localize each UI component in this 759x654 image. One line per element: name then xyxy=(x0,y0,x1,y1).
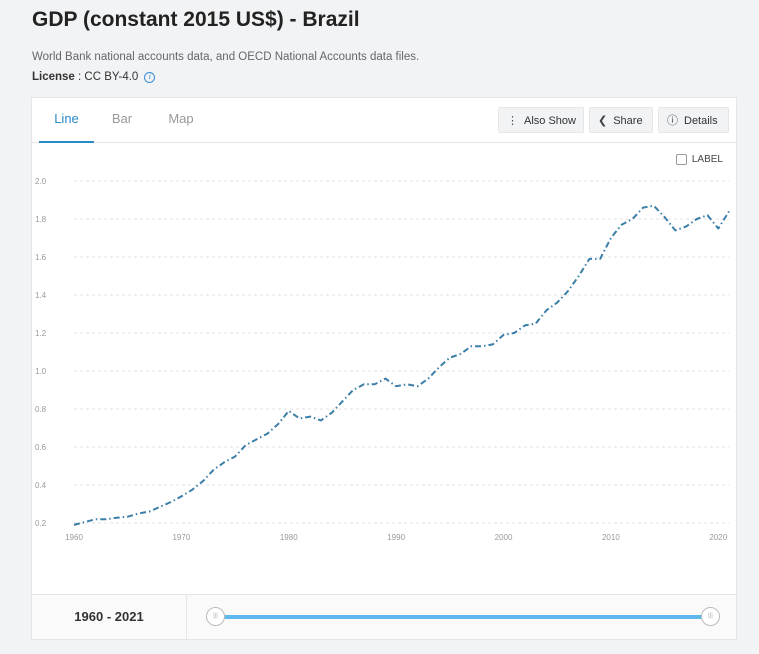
info-icon[interactable]: i xyxy=(144,72,156,83)
x-axis-labels: 1960 1970 1980 1990 2000 2010 2020 xyxy=(65,533,728,542)
x-tick-label: 2020 xyxy=(709,533,727,542)
x-tick-label: 1970 xyxy=(172,533,190,542)
license-line: License : CC BY-4.0 i xyxy=(32,71,156,83)
x-tick-label: 1990 xyxy=(387,533,405,542)
source-note: World Bank national accounts data, and O… xyxy=(32,51,420,63)
tab-line[interactable]: Line xyxy=(39,98,94,143)
range-bar: 1960 - 2021 ||| ||| xyxy=(32,594,736,639)
y-tick-label: 0.2 xyxy=(35,519,47,528)
chart-card: Line Bar Map ⋮ Also Show ❮ Share ⓘ Details … xyxy=(31,97,737,640)
y-axis-labels: 0.2 0.4 0.6 0.8 1.0 1.2 1.4 1.6 1.8 2.0 xyxy=(35,177,47,528)
tab-bar[interactable]: Bar xyxy=(111,111,133,126)
share-label: Share xyxy=(613,115,643,127)
line-chart: 0.20.40.60.81.01.21.41.61.82.0 1960 1970 1… xyxy=(35,177,730,542)
x-tick-label: 2010 xyxy=(602,533,620,542)
y-tick-label: 0.8 xyxy=(35,405,47,414)
page-title: GDP (constant 2015 US$) - Brazil xyxy=(32,8,360,31)
tab-map[interactable]: Map xyxy=(168,111,194,126)
details-label: Details xyxy=(684,115,718,127)
label-checkbox[interactable] xyxy=(675,154,687,165)
range-end-handle[interactable]: ||| xyxy=(701,607,720,626)
license-value: : CC BY-4.0 xyxy=(74,71,139,83)
info-circle-icon: ⓘ xyxy=(667,115,678,127)
grid-lines xyxy=(74,180,729,524)
license-label: License xyxy=(32,71,75,83)
y-tick-label: 0.4 xyxy=(35,481,47,490)
y-tick-label: 1.8 xyxy=(35,215,47,224)
range-slider-track[interactable] xyxy=(216,615,710,619)
y-tick-label: 1.6 xyxy=(35,253,47,262)
more-vertical-icon: ⋮ xyxy=(507,115,518,127)
x-tick-label: 2000 xyxy=(495,533,513,542)
x-tick-label: 1960 xyxy=(65,533,83,542)
y-tick-label: 2.0 xyxy=(35,177,47,186)
details-button[interactable]: ⓘ Details xyxy=(658,107,729,133)
range-start-handle[interactable]: ||| xyxy=(206,607,225,626)
x-tick-label: 1980 xyxy=(280,533,298,542)
label-toggle-text: LABEL xyxy=(691,154,723,165)
y-tick-label: 1.2 xyxy=(35,329,47,338)
y-tick-label: 0.6 xyxy=(35,443,47,452)
year-range-label: 1960 - 2021 xyxy=(32,595,187,639)
y-tick-label: 1.4 xyxy=(35,291,47,300)
gdp-series-line xyxy=(73,204,730,526)
also-show-label: Also Show xyxy=(524,115,576,127)
y-tick-label: 1.0 xyxy=(35,367,47,376)
view-tabs: Line Bar Map ⋮ Also Show ❮ Share ⓘ Details xyxy=(32,98,736,143)
share-button[interactable]: ❮ Share xyxy=(589,107,653,133)
also-show-button[interactable]: ⋮ Also Show xyxy=(498,107,584,133)
label-toggle[interactable]: LABEL xyxy=(675,154,723,165)
share-icon: ❮ xyxy=(598,115,608,127)
